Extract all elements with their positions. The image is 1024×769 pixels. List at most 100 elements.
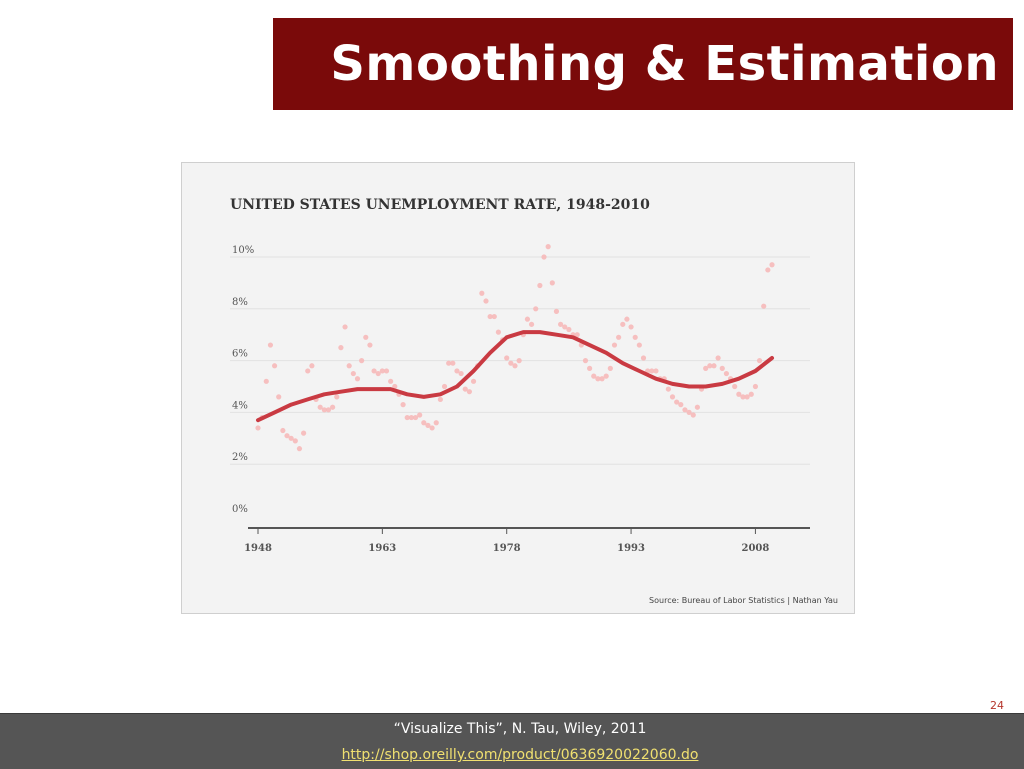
data-point [537, 282, 543, 289]
y-tick-label: 2% [232, 452, 248, 463]
y-tick-label: 10% [232, 245, 254, 256]
x-tick-label: 1963 [368, 543, 396, 554]
data-point [690, 412, 696, 418]
data-point [649, 368, 655, 374]
data-point [412, 414, 419, 421]
data-point [694, 404, 700, 410]
x-tick-label: 1993 [617, 543, 645, 554]
data-point [383, 368, 390, 374]
data-point [512, 363, 518, 369]
data-point [354, 376, 361, 382]
data-point [595, 376, 601, 382]
data-point [479, 290, 485, 296]
data-point [611, 342, 618, 348]
data-point [761, 303, 767, 309]
x-axis: 1948 1963 1978 1993 2008 [244, 527, 810, 554]
data-point [752, 383, 759, 390]
data-point [665, 386, 671, 392]
y-axis-labels: 0% 2% 4% 6% 8% 10% [232, 245, 254, 515]
data-point [425, 422, 431, 428]
data-point [458, 370, 464, 377]
data-point [363, 334, 369, 340]
data-point [562, 324, 568, 330]
data-point [587, 365, 593, 371]
data-point [516, 358, 522, 364]
data-point [288, 435, 294, 441]
chart-title: UNITED STATES UNEMPLOYMENT RATE, 1948-20… [230, 197, 650, 213]
data-point [582, 358, 589, 364]
raw-data-points [255, 244, 775, 452]
data-point [740, 394, 746, 400]
data-point [682, 407, 688, 413]
chart-panel: UNITED STATES UNEMPLOYMENT RATE, 1948-20… [181, 162, 855, 614]
data-point [263, 378, 269, 384]
data-point [429, 425, 435, 431]
data-point [350, 370, 356, 377]
data-point [388, 378, 394, 384]
data-point [620, 321, 626, 327]
data-point [732, 383, 738, 390]
data-point [533, 306, 539, 312]
data-point [267, 342, 274, 348]
smoothed-trend [256, 330, 774, 423]
data-point [280, 427, 286, 434]
data-point [375, 370, 381, 377]
data-point [591, 373, 597, 379]
data-point [756, 358, 763, 364]
data-point [640, 355, 647, 361]
data-point [446, 360, 452, 366]
data-point [359, 358, 365, 364]
x-tick-label: 1948 [244, 543, 272, 554]
data-point [292, 438, 298, 444]
data-point [541, 254, 547, 260]
data-point [334, 394, 340, 400]
data-point [524, 316, 531, 322]
data-point [711, 363, 717, 369]
data-point [284, 433, 290, 439]
data-point [483, 298, 489, 304]
data-point [557, 321, 564, 327]
data-point [723, 370, 730, 377]
data-point [317, 404, 323, 410]
data-point [417, 412, 423, 418]
y-tick-label: 6% [232, 349, 248, 360]
x-tick-label: 1978 [493, 543, 521, 554]
data-point [392, 383, 398, 390]
data-point [271, 363, 278, 369]
data-point [765, 267, 771, 273]
data-point [748, 391, 754, 397]
data-point [255, 425, 261, 431]
data-point [454, 368, 460, 374]
trend-line [256, 330, 774, 423]
data-point [338, 345, 344, 351]
data-point [491, 313, 497, 320]
data-point [616, 334, 622, 340]
data-point [296, 446, 303, 452]
citation-text: “Visualize This”, N. Tau, Wiley, 2011 [393, 721, 647, 737]
data-point [545, 244, 551, 250]
data-point [574, 332, 580, 338]
page-number: 24 [990, 699, 1004, 712]
reference-link[interactable]: http://shop.oreilly.com/product/06369200… [341, 747, 699, 763]
footer: “Visualize This”, N. Tau, Wiley, 2011 ht… [0, 713, 1024, 769]
data-point [305, 368, 311, 374]
data-point [300, 430, 307, 436]
data-point [433, 420, 439, 426]
data-point [325, 407, 332, 413]
data-point [603, 373, 609, 379]
unemployment-chart: UNITED STATES UNEMPLOYMENT RATE, 1948-20… [230, 197, 838, 605]
data-point [309, 363, 315, 369]
data-point [441, 383, 448, 390]
data-point [736, 391, 742, 397]
data-point [346, 363, 352, 369]
data-point [508, 360, 514, 366]
data-point [624, 316, 630, 322]
data-point [636, 342, 642, 348]
slide-title: Smoothing & Estimation [330, 36, 999, 92]
data-point [379, 368, 385, 374]
data-point [703, 365, 709, 371]
data-point [599, 376, 605, 382]
data-point [450, 360, 456, 366]
data-point [495, 329, 502, 335]
data-point [528, 321, 535, 327]
